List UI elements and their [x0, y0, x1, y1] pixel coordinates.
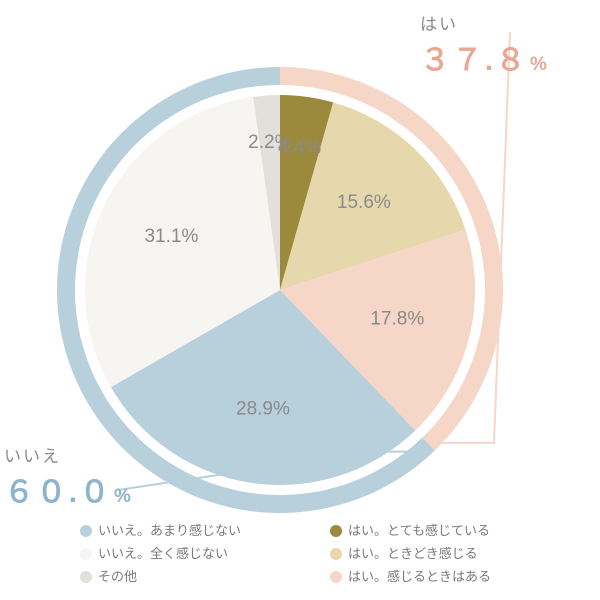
- legend-item: はい。とても感じている: [330, 521, 580, 542]
- legend-swatch: [330, 548, 342, 560]
- legend-swatch: [80, 548, 92, 560]
- legend: いいえ。あまり感じない はい。とても感じているいいえ。全く感じない はい。ときどき感…: [80, 520, 580, 588]
- legend-row: その他 はい。感じるときはある: [80, 566, 580, 589]
- callout-label-yes: はい: [420, 10, 549, 35]
- callout-label-no: いいえ: [4, 442, 133, 467]
- slice-label-yes_occasion: 17.8%: [370, 308, 424, 329]
- slice-label-no_never: 31.1%: [144, 226, 198, 247]
- callout-yes: はい３７.８%: [420, 10, 549, 79]
- slice-label-no_notmuch: 28.9%: [236, 399, 290, 420]
- legend-row: いいえ。あまり感じない はい。とても感じている: [80, 520, 580, 543]
- legend-label: いいえ。あまり感じない: [98, 521, 241, 542]
- legend-item: いいえ。あまり感じない: [80, 521, 330, 542]
- legend-label: いいえ。全く感じない: [98, 544, 228, 565]
- legend-label: はい。感じるときはある: [348, 567, 491, 588]
- legend-swatch: [330, 525, 342, 537]
- legend-swatch: [330, 571, 342, 583]
- legend-item: はい。感じるときはある: [330, 567, 580, 588]
- legend-swatch: [80, 571, 92, 583]
- legend-swatch: [80, 525, 92, 537]
- legend-item: その他: [80, 567, 330, 588]
- pie-chart: 4.4%15.6%17.8%28.9%31.1%2.2% はい３７.８%いいえ６…: [0, 0, 600, 520]
- callout-value-yes: ３７.８%: [420, 35, 549, 79]
- legend-label: はい。ときどき感じる: [348, 544, 478, 565]
- callout-value-no: ６０.０%: [4, 467, 133, 511]
- legend-label: はい。とても感じている: [348, 521, 490, 542]
- legend-label: その他: [98, 567, 137, 588]
- legend-item: いいえ。全く感じない: [80, 544, 330, 565]
- callout-no: いいえ６０.０%: [4, 442, 133, 511]
- slice-label-yes_some: 15.6%: [337, 192, 391, 213]
- legend-item: はい。ときどき感じる: [330, 544, 580, 565]
- slice-label-other: 2.2%: [248, 132, 291, 153]
- legend-row: いいえ。全く感じない はい。ときどき感じる: [80, 543, 580, 566]
